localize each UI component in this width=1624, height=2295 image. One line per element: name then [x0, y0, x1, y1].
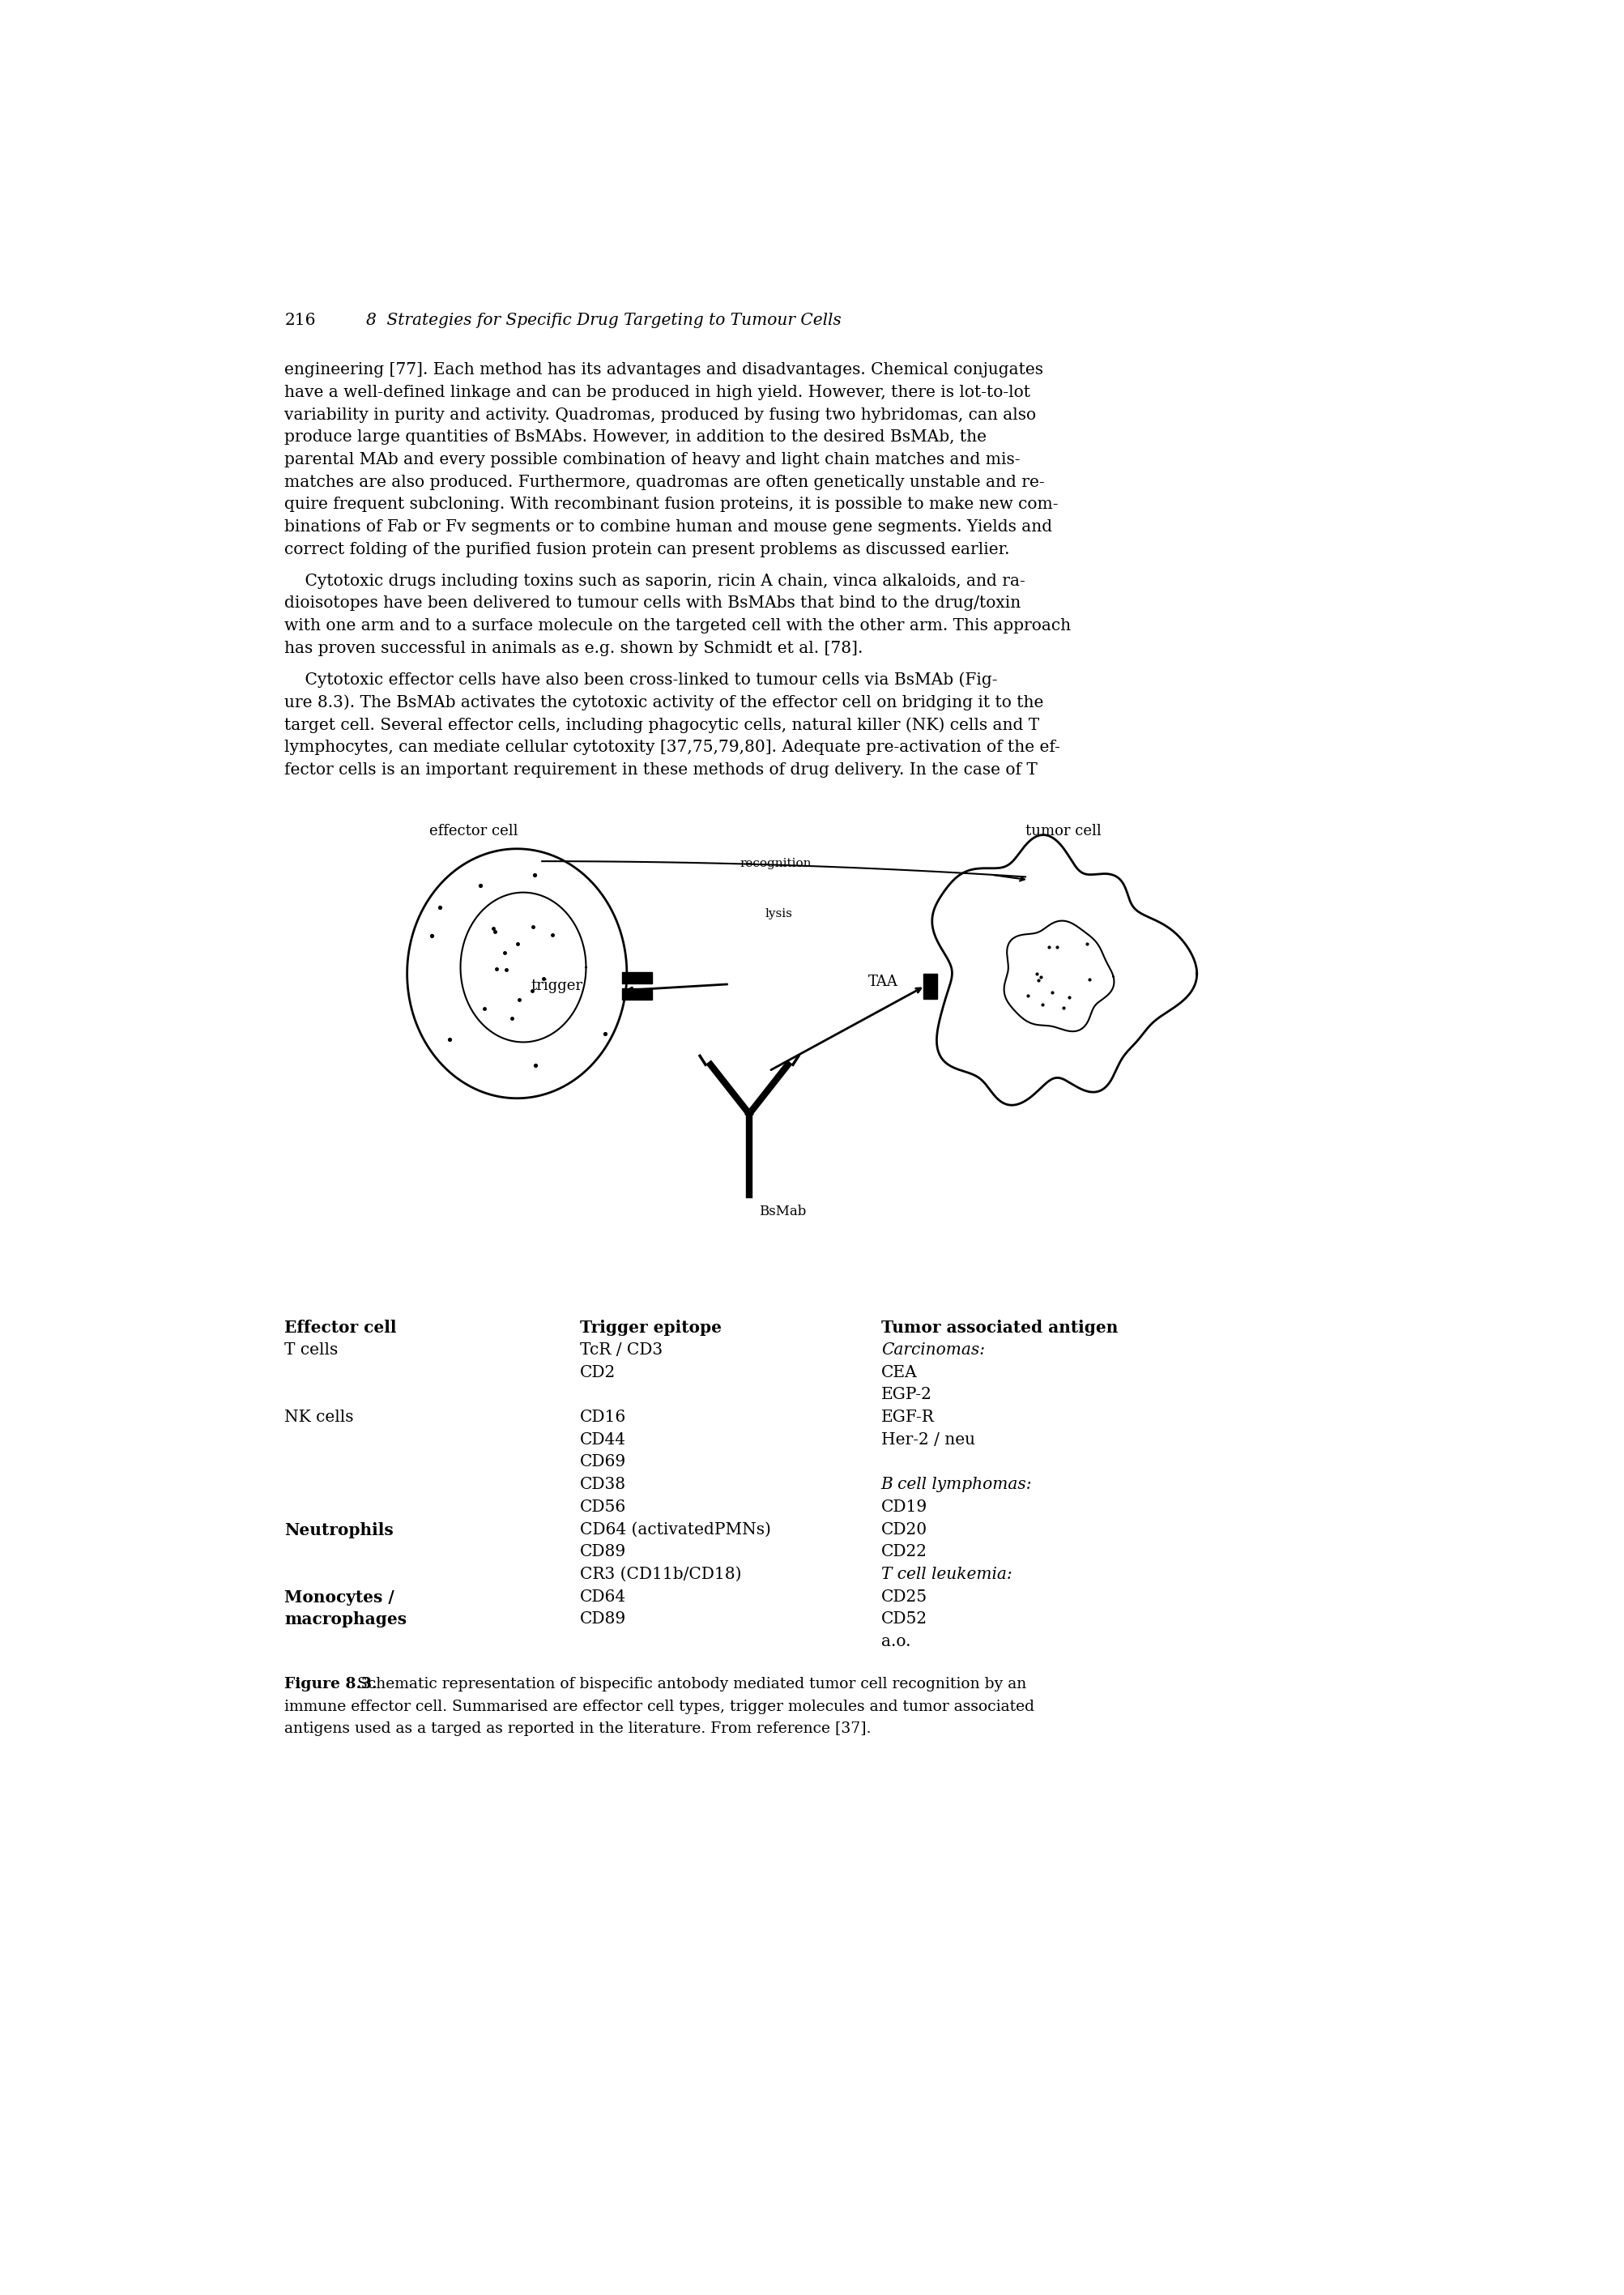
Text: Monocytes /: Monocytes /: [284, 1588, 395, 1606]
Text: have a well-defined linkage and can be produced in high yield. However, there is: have a well-defined linkage and can be p…: [284, 386, 1030, 399]
Text: T cell leukemia:: T cell leukemia:: [880, 1567, 1012, 1581]
Text: CD64 (activatedPMNs): CD64 (activatedPMNs): [580, 1522, 770, 1538]
Text: EGP-2: EGP-2: [880, 1386, 932, 1402]
Text: effector cell: effector cell: [429, 824, 518, 838]
Text: lymphocytes, can mediate cellular cytotoxity [37,75,79,80]. Adequate pre-activat: lymphocytes, can mediate cellular cytoto…: [284, 739, 1060, 755]
Text: CD89: CD89: [580, 1545, 625, 1561]
Text: Effector cell: Effector cell: [284, 1320, 396, 1336]
Text: produce large quantities of BsMAbs. However, in addition to the desired BsMAb, t: produce large quantities of BsMAbs. Howe…: [284, 429, 986, 445]
Text: Tumor associated antigen: Tumor associated antigen: [880, 1320, 1117, 1336]
Text: CD2: CD2: [580, 1366, 615, 1379]
Text: binations of Fab or Fv segments or to combine human and mouse gene segments. Yie: binations of Fab or Fv segments or to co…: [284, 519, 1052, 535]
Text: CD22: CD22: [880, 1545, 927, 1561]
Text: Schematic representation of bispecific antobody mediated tumor cell recognition : Schematic representation of bispecific a…: [352, 1678, 1026, 1691]
Text: BsMab: BsMab: [758, 1205, 806, 1219]
Text: macrophages: macrophages: [284, 1611, 408, 1627]
Text: EGF-R: EGF-R: [880, 1409, 934, 1425]
Text: Cytotoxic effector cells have also been cross-linked to tumour cells via BsMAb (: Cytotoxic effector cells have also been …: [284, 672, 997, 688]
Text: correct folding of the purified fusion protein can present problems as discussed: correct folding of the purified fusion p…: [284, 542, 1010, 558]
Text: variability in purity and activity. Quadromas, produced by fusing two hybridomas: variability in purity and activity. Quad…: [284, 406, 1036, 422]
Bar: [622, 973, 651, 985]
Text: Figure 8.3.: Figure 8.3.: [284, 1678, 377, 1691]
Text: CEA: CEA: [880, 1366, 918, 1379]
Text: CD25: CD25: [880, 1588, 927, 1604]
Text: TcR / CD3: TcR / CD3: [580, 1343, 663, 1359]
Text: B cell lymphomas:: B cell lymphomas:: [880, 1478, 1031, 1492]
Text: Cytotoxic drugs including toxins such as saporin, ricin A chain, vinca alkaloids: Cytotoxic drugs including toxins such as…: [284, 574, 1025, 590]
Text: CD69: CD69: [580, 1455, 625, 1469]
Text: CD16: CD16: [580, 1409, 625, 1425]
Text: target cell. Several effector cells, including phagocytic cells, natural killer : target cell. Several effector cells, inc…: [284, 716, 1039, 732]
Text: TAA: TAA: [869, 975, 898, 989]
Text: NK cells: NK cells: [284, 1409, 354, 1425]
Text: Neutrophils: Neutrophils: [284, 1522, 393, 1538]
Text: CD52: CD52: [880, 1611, 927, 1627]
Text: T cells: T cells: [284, 1343, 338, 1359]
Text: Carcinomas:: Carcinomas:: [880, 1343, 984, 1359]
Bar: [924, 973, 937, 998]
Text: CD38: CD38: [580, 1478, 625, 1492]
Text: 216: 216: [284, 312, 315, 328]
Text: CD56: CD56: [580, 1499, 625, 1515]
Text: Her-2 / neu: Her-2 / neu: [880, 1432, 974, 1448]
Text: a.o.: a.o.: [880, 1634, 909, 1650]
Text: ure 8.3). The BsMAb activates the cytotoxic activity of the effector cell on bri: ure 8.3). The BsMAb activates the cytoto…: [284, 695, 1044, 711]
Text: engineering [77]. Each method has its advantages and disadvantages. Chemical con: engineering [77]. Each method has its ad…: [284, 363, 1043, 379]
Text: lysis: lysis: [765, 909, 793, 920]
Text: CR3 (CD11b/CD18): CR3 (CD11b/CD18): [580, 1567, 741, 1581]
Text: with one arm and to a surface molecule on the targeted cell with the other arm. : with one arm and to a surface molecule o…: [284, 617, 1070, 633]
Bar: [622, 989, 651, 1001]
Text: CD89: CD89: [580, 1611, 625, 1627]
Text: Trigger epitope: Trigger epitope: [580, 1320, 721, 1336]
Text: immune effector cell. Summarised are effector cell types, trigger molecules and : immune effector cell. Summarised are eff…: [284, 1698, 1034, 1714]
Text: parental MAb and every possible combination of heavy and light chain matches and: parental MAb and every possible combinat…: [284, 452, 1020, 468]
Text: quire frequent subcloning. With recombinant fusion proteins, it is possible to m: quire frequent subcloning. With recombin…: [284, 498, 1059, 512]
Text: CD44: CD44: [580, 1432, 625, 1448]
Text: matches are also produced. Furthermore, quadromas are often genetically unstable: matches are also produced. Furthermore, …: [284, 475, 1044, 489]
Text: has proven successful in animals as e.g. shown by Schmidt et al. [78].: has proven successful in animals as e.g.…: [284, 640, 862, 656]
Text: 8  Strategies for Specific Drug Targeting to Tumour Cells: 8 Strategies for Specific Drug Targeting…: [365, 312, 841, 328]
Text: tumor cell: tumor cell: [1025, 824, 1101, 838]
Text: dioisotopes have been delivered to tumour cells with BsMAbs that bind to the dru: dioisotopes have been delivered to tumou…: [284, 597, 1020, 610]
Text: CD64: CD64: [580, 1588, 625, 1604]
Text: trigger: trigger: [531, 978, 583, 994]
Text: fector cells is an important requirement in these methods of drug delivery. In t: fector cells is an important requirement…: [284, 762, 1038, 778]
Text: recognition: recognition: [739, 858, 810, 870]
Text: antigens used as a targed as reported in the literature. From reference [37].: antigens used as a targed as reported in…: [284, 1721, 870, 1737]
Text: CD19: CD19: [880, 1499, 927, 1515]
Text: CD20: CD20: [880, 1522, 927, 1538]
